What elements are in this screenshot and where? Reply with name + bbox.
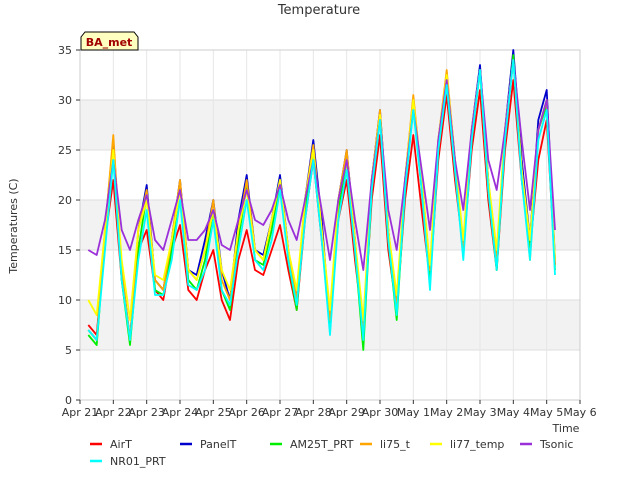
x-tick-label: Apr 30 — [362, 406, 399, 419]
y-tick-label: 25 — [58, 144, 72, 157]
legend-label-panelt: PanelT — [200, 438, 237, 451]
x-tick-label: May 1 — [397, 406, 430, 419]
y-tick-label: 15 — [58, 244, 72, 257]
y-tick-label: 30 — [58, 94, 72, 107]
y-tick-label: 20 — [58, 194, 72, 207]
y-tick-label: 35 — [58, 44, 72, 57]
legend-label-am25t-prt: AM25T_PRT — [290, 438, 354, 451]
x-tick-label: Apr 22 — [95, 406, 132, 419]
y-tick-label: 0 — [65, 394, 72, 407]
x-tick-label: Apr 26 — [228, 406, 265, 419]
legend-label-li77-temp: li77_temp — [450, 438, 504, 451]
plot-band — [80, 200, 580, 250]
badge-shape — [80, 31, 139, 51]
plot-frame — [79, 49, 581, 401]
legend-label-nr01-prt: NR01_PRT — [110, 455, 166, 468]
x-tick-label: May 3 — [463, 406, 496, 419]
x-tick-label: Apr 21 — [62, 406, 99, 419]
x-tick-label: May 4 — [497, 406, 530, 419]
x-axis-label: Time — [552, 422, 580, 435]
legend: AirT PanelT AM25T_PRT li75_t li77_temp Tsonic… — [90, 438, 573, 468]
x-tick-label: Apr 27 — [262, 406, 299, 419]
badge: BA_met — [80, 31, 139, 51]
series-line-li77-temp — [87, 59, 556, 321]
series-line-nr01-prt — [87, 59, 556, 341]
x-tick-label: Apr 23 — [128, 406, 165, 419]
y-axis-ticks: 0 5 10 15 20 25 30 35 — [58, 44, 80, 407]
y-tick-label: 5 — [65, 344, 72, 357]
series-lines — [87, 49, 556, 351]
badge-label: BA_met — [86, 36, 133, 49]
y-axis-label: Temperatures (C) — [7, 178, 20, 274]
x-tick-label: Apr 24 — [162, 406, 199, 419]
x-tick-label: Apr 29 — [328, 406, 365, 419]
x-tick-label: Apr 28 — [295, 406, 332, 419]
chart-title: Temperature — [277, 3, 360, 18]
legend-label-li75-t: li75_t — [380, 438, 411, 451]
x-tick-label: Apr 25 — [195, 406, 232, 419]
series-line-panelt — [87, 49, 556, 341]
x-tick-label: May 5 — [530, 406, 563, 419]
plot-band — [80, 100, 580, 150]
x-tick-label: May 2 — [430, 406, 463, 419]
y-tick-label: 10 — [58, 294, 72, 307]
legend-label-tsonic: Tsonic — [539, 438, 573, 451]
legend-label-airt: AirT — [110, 438, 132, 451]
x-tick-label: May 6 — [563, 406, 596, 419]
